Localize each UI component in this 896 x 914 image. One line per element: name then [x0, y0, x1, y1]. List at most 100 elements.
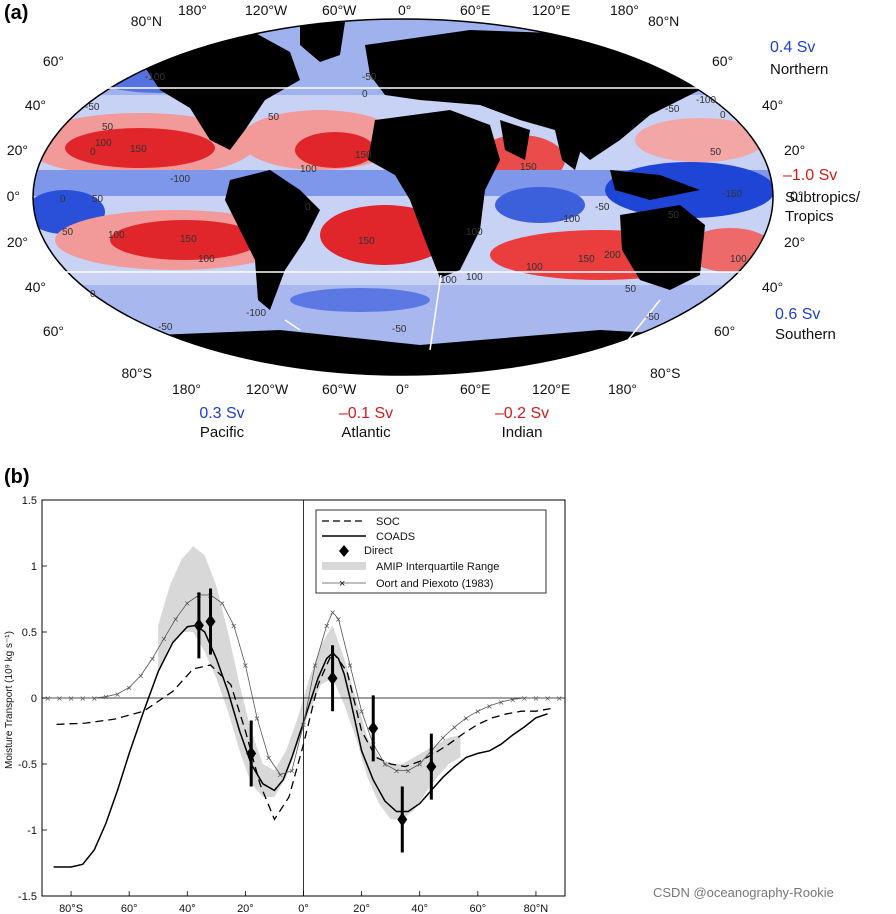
contour-label: 50	[102, 122, 114, 133]
direct-point	[426, 759, 437, 774]
north-atlantic-core	[295, 132, 375, 168]
oort-point: ×	[463, 714, 470, 723]
contour-labels: -100 -50 0 50 100 150 -50 0 50 100 150 -…	[60, 72, 747, 335]
boundary-indian-pacific	[619, 299, 661, 351]
contour-label: 100	[108, 230, 125, 241]
oort-point: ×	[393, 767, 400, 776]
direct-point	[397, 812, 408, 827]
contour-label: 0	[60, 194, 66, 205]
lat-label: 20°	[784, 142, 805, 158]
legend-label-soc: SOC	[376, 516, 400, 528]
contour-label: -50	[645, 312, 660, 323]
y-tick-label: -1.5	[18, 891, 37, 903]
contour-label: 100	[198, 254, 215, 265]
south-pacific-core	[110, 220, 260, 260]
lon-label: 120°E	[532, 381, 570, 397]
direct-layer	[193, 588, 437, 853]
oort-point: ×	[219, 599, 226, 608]
contour-label: 50	[268, 112, 280, 123]
australia	[620, 205, 705, 290]
y-tick-label: 1.5	[22, 495, 37, 507]
contour-label: -100	[170, 174, 190, 185]
direct-point	[327, 671, 338, 686]
basin-value-pacific: 0.3 Sv	[199, 405, 244, 422]
lon-label: 60°E	[460, 381, 491, 397]
lat-label: 40°	[762, 279, 783, 295]
oort-point: ×	[91, 694, 98, 703]
map-border	[32, 18, 774, 376]
north-pacific-core	[65, 128, 215, 168]
oort-point: ×	[382, 760, 389, 769]
region-value-tropics: –1.0 Sv	[783, 167, 837, 184]
lon-label: 120°W	[246, 381, 289, 397]
contour-label: -50	[595, 202, 610, 213]
contour-label: 150	[355, 150, 372, 161]
contour-label: 100	[526, 262, 543, 273]
contour-label: 0	[305, 202, 311, 213]
south-america	[225, 170, 320, 310]
lat-label: 0°	[790, 188, 803, 204]
oort-point: ×	[358, 707, 365, 716]
oort-point: ×	[556, 694, 563, 703]
region-value-southern: 0.6 Sv	[775, 306, 820, 323]
lat-label: 20°	[784, 234, 805, 250]
direct-point	[246, 746, 257, 761]
oort-point: ×	[68, 694, 75, 703]
contour-label: 100	[300, 164, 317, 175]
x-tick-label: 80°N	[524, 903, 549, 914]
oort-point: ×	[44, 694, 51, 703]
direct-point	[193, 618, 204, 633]
lat-label: 40°	[762, 97, 783, 113]
lat-label: 60°	[712, 53, 733, 69]
lat-label: 20°	[7, 234, 28, 250]
contour-label: 50	[62, 227, 74, 238]
y-ticks: -1.5 -1 -0.5 0 0.5 1 1.5	[18, 495, 47, 903]
series-line-soc	[56, 650, 551, 821]
x-tick-label: 20°	[237, 903, 254, 914]
direct-point	[205, 614, 216, 629]
oort-point: ×	[265, 753, 272, 762]
contour-label: 100	[466, 227, 483, 238]
boundary-atlantic-indian	[429, 274, 442, 351]
contour-label: -100	[560, 214, 580, 225]
panel-b-letter: (b)	[4, 466, 30, 488]
oort-point: ×	[486, 702, 493, 711]
lon-label: 60°W	[322, 381, 357, 397]
lon-label: 180°	[178, 2, 207, 18]
series-line-oort-and-piexoto-1983	[47, 594, 560, 776]
lat-label: 80°S	[650, 365, 681, 381]
oort-point: ×	[172, 615, 179, 624]
x-tick-label: 0°	[298, 903, 309, 914]
oort-point: ×	[405, 767, 412, 776]
moisture-transport-chart: × × × × × × × × × × × × × × × × × × × × × × × × × × × × × × × × × × × × × × × ×…	[4, 495, 566, 914]
y-tick-label: -1	[27, 825, 37, 837]
amip-band	[158, 546, 461, 820]
lon-label: 120°E	[532, 2, 570, 18]
eurasia	[365, 30, 720, 160]
legend-swatch-amip	[322, 562, 366, 570]
y-tick-label: 0	[31, 693, 37, 705]
basin-value-indian: –0.2 Sv	[495, 405, 549, 422]
contour-label: -100	[246, 308, 266, 319]
oort-point: ×	[137, 672, 144, 681]
oort-point: ×	[440, 734, 447, 743]
contour-label: 100	[730, 254, 747, 265]
lon-label: 60°E	[460, 2, 491, 18]
top-lon-labels: 180° 120°W 60°W 0° 60°E 120°E 180°	[178, 2, 639, 18]
contour-label: 50	[92, 194, 104, 205]
contour-label: -150	[722, 189, 742, 200]
oort-point: ×	[289, 767, 296, 776]
oort-point: ×	[103, 693, 110, 702]
x-tick-label: 60°	[121, 903, 138, 914]
oort-point: ×	[114, 690, 121, 699]
region-name-tropics: Subtropics/	[785, 189, 861, 206]
oort-point: ×	[521, 694, 528, 703]
oort-point: ×	[126, 683, 133, 692]
oort-point: ×	[329, 608, 336, 617]
oort-point: ×	[312, 661, 319, 670]
region-name-tropics-2: Tropics	[785, 208, 834, 225]
lon-label: 60°W	[322, 2, 357, 18]
north-america	[140, 30, 300, 150]
oort-point: ×	[184, 599, 191, 608]
y-tick-label: -0.5	[18, 759, 37, 771]
